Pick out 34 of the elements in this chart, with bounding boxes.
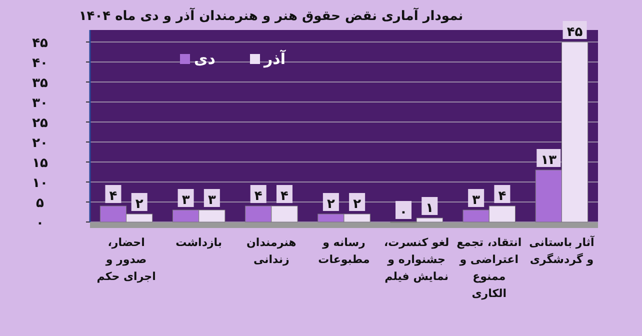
y-tick-label: ۴۵ [32, 36, 48, 51]
x-tick-label: هنرمندان زندانی [246, 235, 298, 268]
x-tick-label: رسانه و مطبوعات [317, 235, 371, 268]
y-tick-label: ۲۵ [32, 116, 48, 131]
data-label: ۴ [280, 189, 289, 204]
y-tick-label: ۵ [36, 196, 44, 211]
data-label: ۰ [400, 205, 408, 220]
x-tick-label: لغو کنسرت، جشنواره و نمایش فیلم [382, 235, 450, 285]
x-tick-label: بازداشت [174, 235, 224, 251]
data-label: ۴۵ [566, 25, 583, 40]
y-tick-label: ۳۰ [32, 96, 48, 111]
y-tick-label: ۲۰ [32, 136, 48, 151]
data-label: ۳ [182, 193, 190, 208]
y-tick-label: ۱۰ [32, 176, 48, 191]
data-label: ۳ [472, 193, 480, 208]
y-tick-label: ۴۰ [32, 56, 48, 71]
x-tick-label: انتقاد، تجمع اعتراضی و ممنوع الکاری [456, 235, 523, 302]
chart-title: نمودار آماری نقض حقوق هنر و هنرمندان آذر و دی ماه ۱۴۰۴ [78, 7, 464, 24]
legend-label: دی [194, 50, 216, 68]
legend-label: آذر [263, 49, 286, 68]
data-label: ۳ [208, 193, 216, 208]
y-tick-label: ۳۵ [32, 76, 48, 91]
data-label: ۲ [326, 197, 335, 212]
data-label: ۴ [254, 189, 262, 204]
data-label: ۱ [426, 201, 434, 216]
x-tick-label: آثار باستانی و گردشگری [528, 234, 596, 268]
y-tick-label: ۱۵ [32, 156, 48, 171]
data-label: ۱۳ [540, 153, 557, 168]
data-label: ۴ [109, 189, 118, 204]
data-label: ۲ [353, 197, 362, 212]
y-tick-label: ۰ [36, 216, 44, 231]
data-label: ۲ [135, 197, 144, 212]
x-tick-label: احضار، صدور و اجرای حکم [96, 235, 157, 285]
data-label: ۴ [498, 189, 506, 204]
